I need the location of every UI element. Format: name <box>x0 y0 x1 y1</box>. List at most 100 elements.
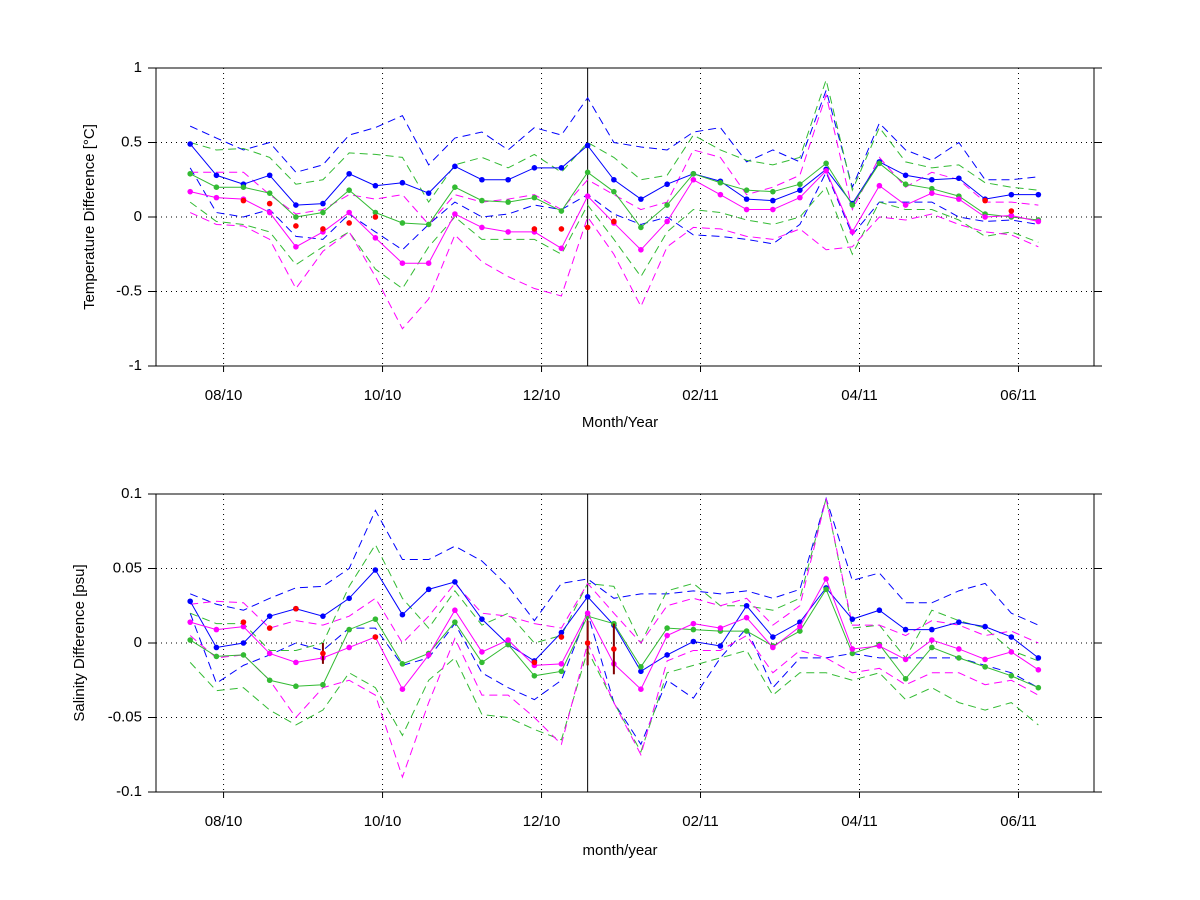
point <box>346 220 352 226</box>
point <box>982 214 988 220</box>
x-tick-label: 12/10 <box>523 387 561 404</box>
point <box>266 190 273 196</box>
point <box>1035 191 1042 198</box>
point <box>664 625 670 631</box>
y-tick-label: -0.5 <box>116 282 142 299</box>
point <box>1035 667 1042 673</box>
y-tick-label: 0 <box>134 634 142 651</box>
point <box>664 652 670 658</box>
point <box>372 235 379 241</box>
point <box>558 661 565 667</box>
point <box>638 664 644 670</box>
series-line <box>190 78 1039 204</box>
plot-frame <box>155 67 1095 367</box>
point <box>717 625 724 631</box>
point <box>240 197 247 204</box>
point <box>531 226 538 232</box>
point <box>452 163 458 170</box>
point <box>213 194 220 201</box>
point <box>399 220 406 226</box>
point <box>823 576 829 582</box>
point <box>452 619 458 625</box>
point <box>770 188 776 195</box>
point <box>638 668 644 675</box>
point <box>266 200 273 207</box>
point <box>638 196 644 202</box>
point <box>1035 684 1042 691</box>
point <box>479 616 485 622</box>
point <box>611 176 617 183</box>
point <box>956 646 962 652</box>
point <box>1008 208 1015 214</box>
point <box>293 214 299 220</box>
point <box>929 190 935 196</box>
y-tick-label: -1 <box>129 357 142 374</box>
point <box>902 656 909 663</box>
point <box>797 194 803 201</box>
point <box>320 209 326 216</box>
point <box>743 196 750 202</box>
point <box>770 644 776 651</box>
point <box>531 672 538 679</box>
point <box>505 199 511 205</box>
series-line <box>189 496 1039 626</box>
point <box>823 168 829 174</box>
point <box>558 208 565 214</box>
point <box>1008 649 1015 655</box>
point <box>558 245 565 252</box>
point <box>743 187 750 193</box>
series-line <box>190 498 1039 644</box>
point <box>902 675 909 682</box>
point <box>425 221 432 228</box>
point <box>399 179 406 186</box>
point <box>743 602 750 609</box>
point <box>346 209 352 216</box>
point <box>664 632 670 639</box>
point <box>849 202 856 208</box>
point <box>266 209 273 216</box>
point <box>1008 212 1015 219</box>
series-line <box>189 162 1039 229</box>
point <box>399 611 406 618</box>
plot-frame <box>155 493 1095 793</box>
point <box>479 659 485 666</box>
y-tick-label: 0.1 <box>121 485 142 502</box>
point <box>1008 191 1015 198</box>
series-line <box>189 634 1039 779</box>
point <box>876 643 883 649</box>
point <box>929 626 935 633</box>
point <box>346 187 352 193</box>
point <box>797 623 803 630</box>
point <box>902 172 909 179</box>
point <box>425 652 432 658</box>
point <box>743 206 750 213</box>
point <box>213 172 220 179</box>
point <box>320 613 326 619</box>
point <box>372 182 379 189</box>
point <box>1035 218 1042 225</box>
point <box>531 659 538 666</box>
point <box>240 184 247 190</box>
point <box>320 650 326 657</box>
point <box>611 188 617 195</box>
point <box>929 185 935 192</box>
point <box>797 628 803 634</box>
point <box>690 176 697 183</box>
point <box>929 637 935 643</box>
point <box>584 640 591 646</box>
point <box>452 184 458 190</box>
point <box>823 160 829 167</box>
point <box>797 181 803 188</box>
point <box>638 686 644 692</box>
point <box>240 623 247 630</box>
point <box>505 637 511 643</box>
point <box>505 641 511 648</box>
series-line <box>189 186 1039 290</box>
point <box>372 616 379 622</box>
point <box>1008 672 1015 679</box>
point <box>584 193 591 199</box>
point <box>187 188 193 195</box>
y-tick-label: -0.1 <box>116 783 142 800</box>
point <box>849 616 856 622</box>
y-tick-label: 0.05 <box>113 559 142 576</box>
